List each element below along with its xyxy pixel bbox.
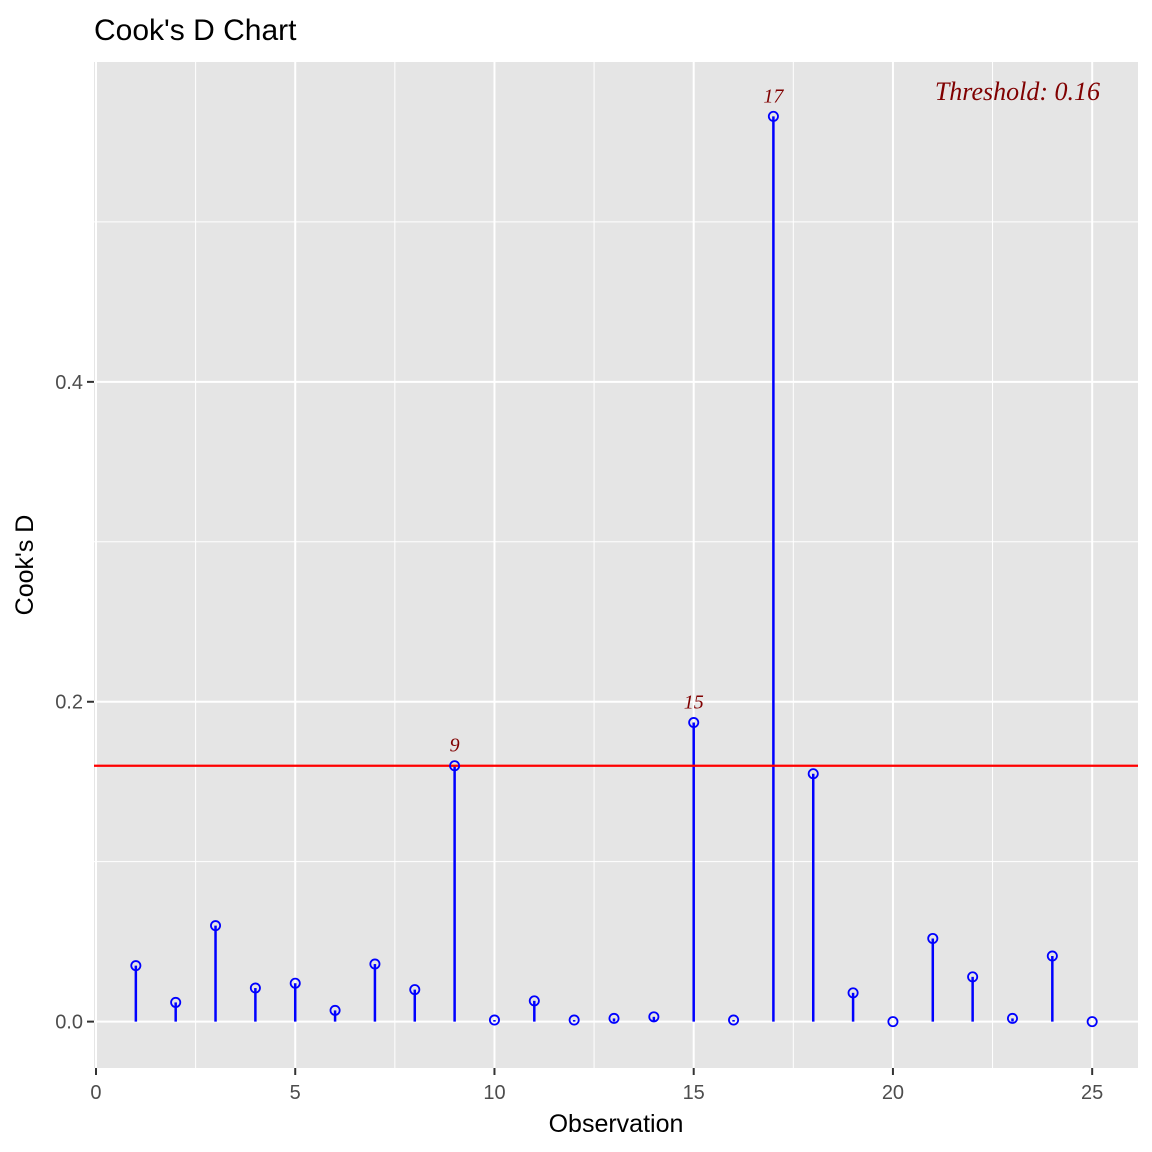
stems (134, 116, 1054, 1022)
x-tick-label: 10 (483, 1082, 505, 1104)
x-tick-label: 5 (290, 1082, 301, 1104)
point-14 (648, 1011, 660, 1023)
chart-title: Cook's D Chart (94, 14, 297, 47)
point-25 (1086, 1016, 1098, 1028)
point-12 (568, 1014, 580, 1026)
y-axis-title: Cook's D (11, 515, 39, 616)
point-13 (608, 1012, 620, 1024)
x-axis-title: Observation (549, 1110, 684, 1138)
point-16 (728, 1014, 740, 1026)
point-18 (807, 768, 819, 780)
point-10 (488, 1014, 500, 1026)
point-21 (927, 932, 939, 944)
point-11 (528, 995, 540, 1007)
point-19 (847, 987, 859, 999)
x-tick-label: 20 (882, 1082, 904, 1104)
point-4 (249, 982, 261, 994)
threshold-label: Threshold: 0.16 (935, 77, 1100, 106)
y-tick-label: 0.4 (55, 372, 83, 394)
point-7 (369, 958, 381, 970)
point-23 (1006, 1012, 1018, 1024)
point-6 (329, 1004, 341, 1016)
x-tick-label: 15 (683, 1082, 705, 1104)
point-15 (688, 717, 700, 729)
grid-minor (94, 62, 1138, 1068)
y-tick-label: 0.2 (55, 692, 83, 714)
x-axis: 0 5 10 15 20 25 (90, 1068, 1103, 1104)
point-9 (449, 760, 461, 772)
point-5 (289, 977, 301, 989)
point-label-15: 15 (684, 692, 704, 714)
plot-panel (94, 62, 1138, 1068)
x-tick-label: 25 (1081, 1082, 1103, 1104)
point-22 (967, 971, 979, 983)
point-2 (170, 996, 182, 1008)
points (130, 110, 1098, 1028)
point-label-17: 17 (763, 85, 784, 107)
point-20 (887, 1016, 899, 1028)
x-tick-label: 0 (90, 1082, 101, 1104)
point-1 (130, 960, 142, 972)
grid-major (94, 62, 1138, 1068)
point-17 (767, 110, 779, 122)
point-3 (210, 920, 222, 932)
y-axis: 0.0 0.2 0.4 (55, 372, 94, 1034)
point-8 (409, 984, 421, 996)
point-labels: 9 15 17 (450, 85, 785, 756)
point-label-9: 9 (450, 735, 460, 757)
y-tick-label: 0.0 (55, 1012, 83, 1034)
point-24 (1046, 950, 1058, 962)
